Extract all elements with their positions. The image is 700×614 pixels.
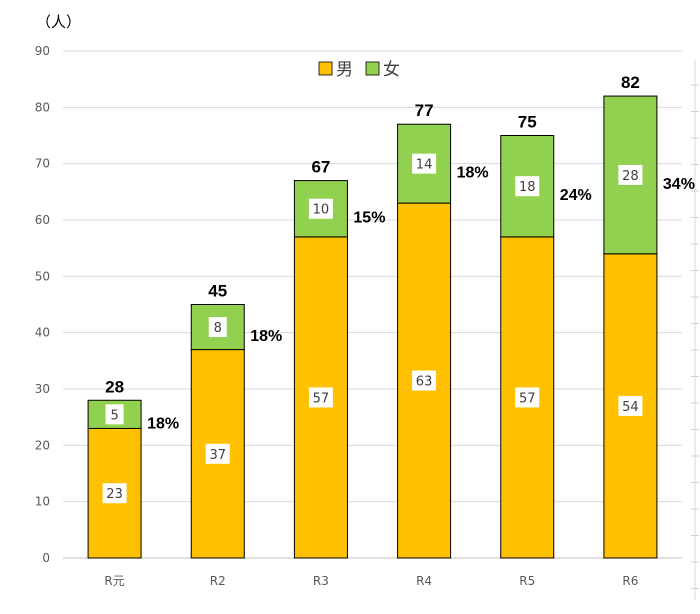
data-label-box bbox=[102, 483, 127, 504]
x-tick-label: R5 bbox=[519, 574, 535, 588]
data-label-box bbox=[412, 153, 437, 174]
data-label: 63 bbox=[416, 375, 433, 390]
total-label: 67 bbox=[311, 158, 330, 177]
female-share-label: 24% bbox=[560, 187, 592, 204]
legend-swatch-male bbox=[318, 61, 333, 76]
data-label: 8 bbox=[214, 321, 222, 336]
female-share-label: 34% bbox=[663, 176, 695, 193]
data-label-box bbox=[618, 395, 643, 416]
female-share-label: 15% bbox=[353, 210, 385, 227]
total-label: 45 bbox=[208, 282, 227, 301]
total-label: 82 bbox=[621, 73, 640, 92]
data-label-box bbox=[105, 404, 124, 425]
y-tick-label: 80 bbox=[35, 100, 50, 114]
bars: 23 5 28 18% 37 8 45 18% 57 10 67 15% 63 14 77 18% 57 18 75… bbox=[87, 73, 695, 559]
data-label: 54 bbox=[622, 400, 639, 415]
legend-label-male: 男 bbox=[336, 60, 353, 80]
legend-swatch-female bbox=[365, 61, 380, 76]
y-tick-label: 0 bbox=[42, 551, 50, 565]
y-tick-label: 60 bbox=[35, 213, 50, 227]
y-tick-label: 50 bbox=[35, 269, 50, 283]
data-label-box bbox=[618, 164, 643, 185]
y-axis-ticks: 0 10 20 30 40 50 60 70 80 90 bbox=[35, 44, 50, 565]
total-label: 28 bbox=[105, 377, 124, 396]
x-tick-label: R4 bbox=[416, 574, 432, 588]
data-label-box bbox=[205, 443, 230, 464]
data-label: 37 bbox=[209, 448, 226, 463]
data-label: 14 bbox=[416, 158, 433, 173]
data-label-box bbox=[412, 370, 437, 391]
y-tick-label: 40 bbox=[35, 326, 50, 340]
y-tick-label: 20 bbox=[35, 438, 50, 452]
data-label-box bbox=[515, 387, 540, 408]
female-share-label: 18% bbox=[147, 415, 179, 432]
legend-label-female: 女 bbox=[383, 60, 400, 80]
female-share-label: 18% bbox=[457, 165, 489, 182]
x-axis-ticks: R元 R2 R3 R4 R5 R6 bbox=[104, 574, 638, 588]
data-label: 57 bbox=[313, 391, 330, 406]
legend: 男 女 bbox=[318, 60, 400, 80]
right-edge-decoration bbox=[691, 60, 699, 600]
y-tick-label: 70 bbox=[35, 157, 50, 171]
data-label: 5 bbox=[110, 408, 118, 423]
female-share-label: 18% bbox=[250, 328, 282, 345]
data-label: 18 bbox=[519, 180, 536, 195]
data-label: 10 bbox=[313, 203, 330, 218]
x-tick-label: R元 bbox=[104, 574, 124, 588]
data-label-box bbox=[308, 387, 333, 408]
total-label: 77 bbox=[415, 101, 434, 120]
x-tick-label: R2 bbox=[210, 574, 226, 588]
x-tick-label: R6 bbox=[622, 574, 638, 588]
data-label: 23 bbox=[106, 487, 123, 502]
data-label-box bbox=[208, 317, 227, 338]
data-label-box bbox=[515, 176, 540, 197]
data-label-box bbox=[308, 198, 333, 219]
total-label: 75 bbox=[518, 113, 537, 132]
data-label: 57 bbox=[519, 391, 536, 406]
gridlines bbox=[63, 50, 682, 559]
y-tick-label: 90 bbox=[35, 44, 50, 58]
y-unit-label: （人） bbox=[36, 13, 81, 31]
y-tick-label: 10 bbox=[35, 495, 50, 509]
y-tick-label: 30 bbox=[35, 382, 50, 396]
data-label: 28 bbox=[622, 169, 639, 184]
x-tick-label: R3 bbox=[313, 574, 329, 588]
